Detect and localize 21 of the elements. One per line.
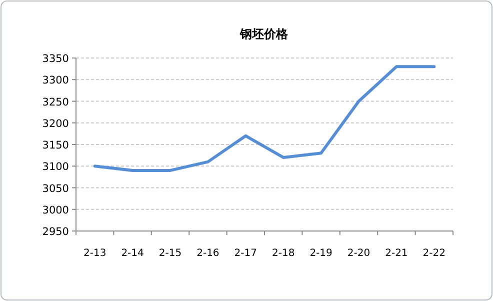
x-tick-label: 2-18 <box>272 248 295 259</box>
x-tick-label: 2-19 <box>310 248 332 259</box>
y-tick-label: 3350 <box>42 53 69 65</box>
x-tick-label: 2-21 <box>385 248 408 259</box>
x-tick-label: 2-13 <box>84 248 106 259</box>
x-tick-label: 2-16 <box>196 248 220 259</box>
y-tick-label: 3300 <box>42 74 69 87</box>
x-tick-label: 2-14 <box>121 248 144 259</box>
x-tick-label: 2-22 <box>422 248 446 259</box>
line-series <box>93 65 436 172</box>
x-tick-label: 2-17 <box>234 248 257 259</box>
chart-title: 钢坯价格 <box>239 27 289 41</box>
y-tick-label: 2950 <box>42 226 69 238</box>
y-tick-label: 3100 <box>42 161 69 174</box>
y-tick-label: 3050 <box>42 182 69 195</box>
x-tick-label: 2-15 <box>158 248 182 259</box>
x-tick-label: 2-20 <box>347 248 370 259</box>
y-tick-label: 3000 <box>42 204 69 216</box>
y-tick-label: 3150 <box>42 140 69 152</box>
y-tick-label: 3200 <box>42 118 69 130</box>
y-tick-label: 3250 <box>42 96 69 108</box>
